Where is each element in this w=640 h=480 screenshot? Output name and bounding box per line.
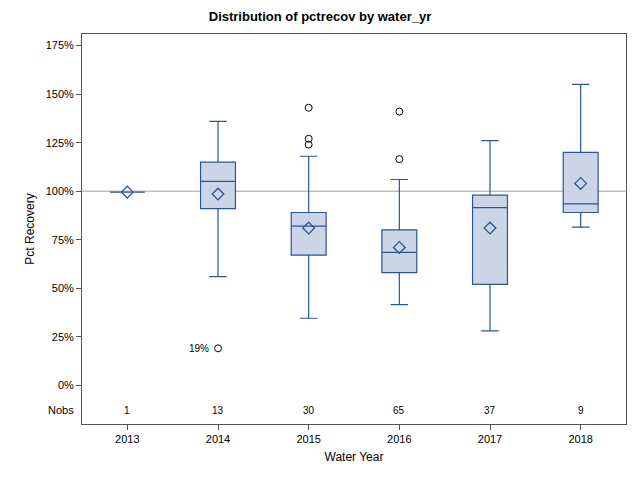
svg-text:125%: 125% [46,137,74,149]
svg-text:30: 30 [303,405,315,416]
svg-text:Nobs: Nobs [48,404,74,416]
svg-text:1: 1 [124,405,130,416]
svg-text:19%: 19% [189,343,209,354]
svg-text:Distribution of pctrecov by wa: Distribution of pctrecov by water_yr [209,9,432,24]
svg-text:2014: 2014 [206,433,230,445]
svg-text:25%: 25% [52,331,74,343]
svg-text:2016: 2016 [387,433,411,445]
svg-text:2013: 2013 [115,433,139,445]
svg-text:Water Year: Water Year [325,450,384,464]
svg-text:75%: 75% [52,234,74,246]
svg-text:150%: 150% [46,88,74,100]
svg-text:100%: 100% [46,185,74,197]
svg-text:2018: 2018 [568,433,592,445]
svg-text:0%: 0% [58,379,74,391]
svg-text:37: 37 [484,405,496,416]
svg-text:13: 13 [212,405,224,416]
svg-text:65: 65 [393,405,405,416]
svg-text:9: 9 [578,405,584,416]
svg-text:2017: 2017 [478,433,502,445]
svg-text:Pct Recovery: Pct Recovery [23,193,37,264]
svg-text:175%: 175% [46,39,74,51]
svg-text:50%: 50% [52,282,74,294]
svg-text:2015: 2015 [296,433,320,445]
